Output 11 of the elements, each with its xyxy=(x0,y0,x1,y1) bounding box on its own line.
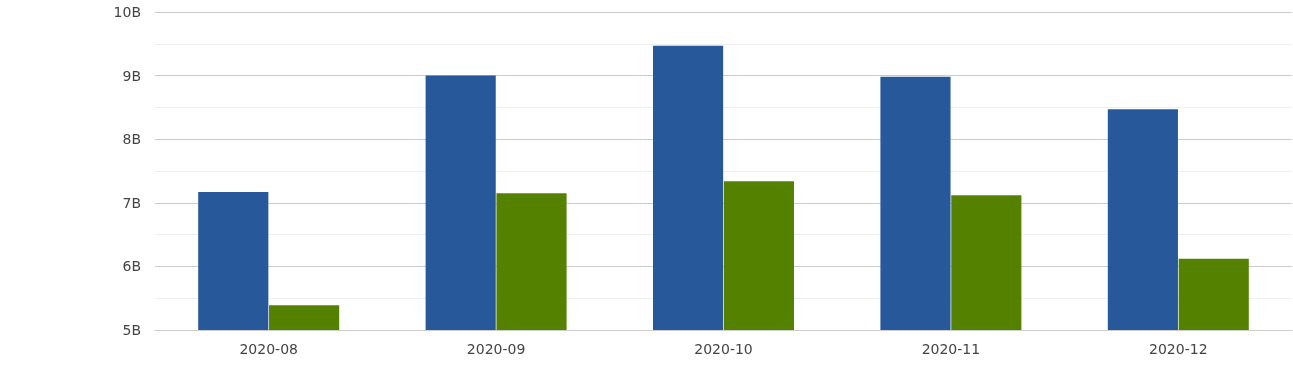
y-tick-label: 9B xyxy=(122,67,141,84)
y-tick-label: 5B xyxy=(122,322,141,338)
y-tick-label: 8B xyxy=(122,131,141,148)
x-tick-label: 2020-12 xyxy=(1149,341,1208,357)
x-tick-label: 2020-10 xyxy=(694,341,753,357)
x-tick-label: 2020-09 xyxy=(466,341,526,357)
x-tick-label: 2020-08 xyxy=(239,341,298,357)
y-tick-label: 7B xyxy=(122,194,141,211)
x-tick-label: 2020-11 xyxy=(921,341,981,357)
y-tick-label: 10B xyxy=(113,4,141,20)
y-tick-label: 6B xyxy=(122,258,141,275)
